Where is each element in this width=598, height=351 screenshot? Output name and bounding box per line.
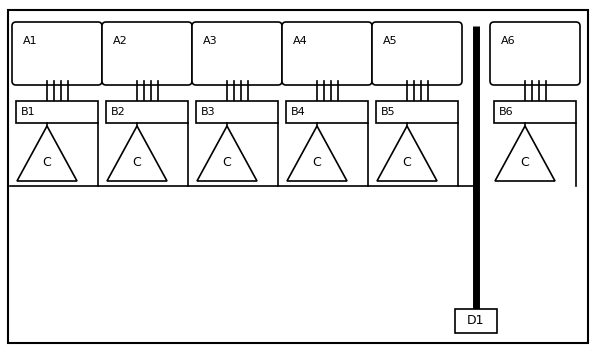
Text: C: C — [42, 156, 51, 169]
Text: A4: A4 — [293, 36, 308, 46]
Bar — [106, 101, 188, 123]
FancyBboxPatch shape — [192, 22, 282, 85]
FancyBboxPatch shape — [372, 22, 462, 85]
FancyBboxPatch shape — [490, 22, 580, 85]
Text: B5: B5 — [381, 107, 396, 117]
Text: C: C — [521, 156, 529, 169]
Text: C: C — [313, 156, 321, 169]
Text: B1: B1 — [21, 107, 36, 117]
Text: C: C — [402, 156, 411, 169]
Bar — [376, 101, 458, 123]
Polygon shape — [197, 126, 257, 181]
Polygon shape — [287, 126, 347, 181]
Text: A2: A2 — [113, 36, 128, 46]
Text: B4: B4 — [291, 107, 306, 117]
Polygon shape — [107, 126, 167, 181]
Text: B3: B3 — [201, 107, 216, 117]
Text: C: C — [222, 156, 231, 169]
Bar — [494, 101, 576, 123]
FancyBboxPatch shape — [282, 22, 372, 85]
Text: B2: B2 — [111, 107, 126, 117]
Text: D1: D1 — [467, 314, 485, 327]
Bar — [196, 101, 278, 123]
FancyBboxPatch shape — [12, 22, 102, 85]
Text: C: C — [133, 156, 141, 169]
Text: B6: B6 — [499, 107, 514, 117]
Polygon shape — [17, 126, 77, 181]
Text: A5: A5 — [383, 36, 398, 46]
Text: A3: A3 — [203, 36, 218, 46]
Polygon shape — [495, 126, 555, 181]
Polygon shape — [377, 126, 437, 181]
Bar — [16, 101, 98, 123]
Text: A1: A1 — [23, 36, 38, 46]
Bar — [455, 309, 497, 333]
Bar — [286, 101, 368, 123]
FancyBboxPatch shape — [102, 22, 192, 85]
Text: A6: A6 — [501, 36, 515, 46]
